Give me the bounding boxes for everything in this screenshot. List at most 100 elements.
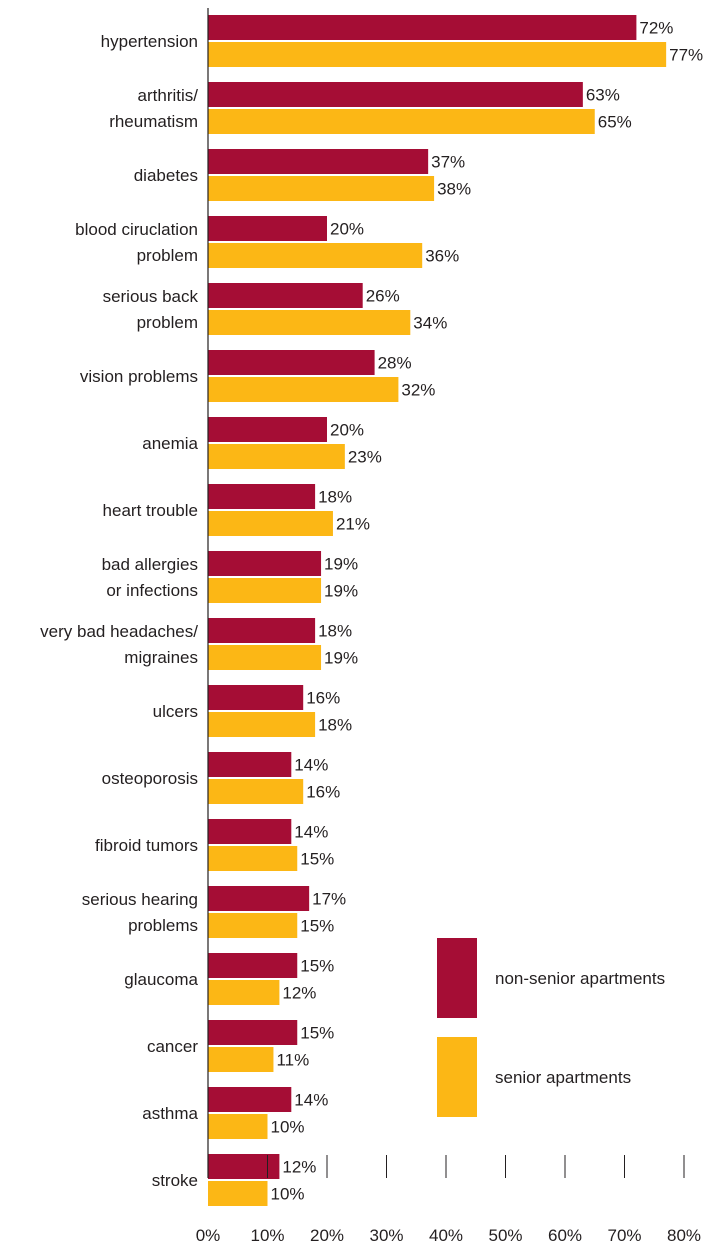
data-label: 23%: [348, 448, 382, 467]
bar-non-senior: [208, 350, 375, 375]
bar-senior: [208, 176, 435, 201]
bar-senior: [208, 645, 322, 670]
bar-non-senior: [208, 15, 637, 40]
x-tick-label: 60%: [548, 1226, 582, 1245]
bar-non-senior: [208, 953, 298, 978]
bar-senior: [208, 109, 595, 134]
data-label: 37%: [431, 153, 465, 172]
bar-senior: [208, 1181, 268, 1206]
data-label: 14%: [294, 756, 328, 775]
category-label: problem: [137, 313, 198, 332]
data-label: 18%: [318, 622, 352, 641]
bar-senior: [208, 243, 423, 268]
data-label: 12%: [282, 1158, 316, 1177]
category-label: blood ciruclation: [75, 220, 198, 239]
category-label: or infections: [106, 581, 198, 600]
category-label: cancer: [147, 1037, 198, 1056]
category-label: serious back: [103, 287, 199, 306]
category-label: diabetes: [134, 166, 198, 185]
bar-senior: [208, 779, 304, 804]
legend: non-senior apartments senior apartments: [437, 938, 665, 1117]
data-label: 15%: [300, 850, 334, 869]
data-label: 11%: [276, 1051, 309, 1070]
bar-non-senior: [208, 1087, 292, 1112]
category-label: anemia: [142, 434, 198, 453]
bar-non-senior: [208, 685, 304, 710]
data-label: 19%: [324, 555, 358, 574]
data-label: 16%: [306, 689, 340, 708]
legend-swatch: [437, 938, 477, 1018]
data-label: 18%: [318, 488, 352, 507]
category-label: vision problems: [80, 367, 198, 386]
data-label: 12%: [282, 984, 316, 1003]
data-label: 38%: [437, 180, 471, 199]
category-label: ulcers: [153, 702, 198, 721]
bar-non-senior: [208, 417, 327, 442]
data-label: 63%: [586, 86, 620, 105]
category-label: asthma: [142, 1104, 198, 1123]
data-label: 18%: [318, 716, 352, 735]
bar-senior: [208, 913, 298, 938]
legend-swatch: [437, 1037, 477, 1117]
bar-non-senior: [208, 551, 322, 576]
x-tick-label: 80%: [667, 1226, 701, 1245]
data-label: 20%: [330, 421, 364, 440]
x-tick-label: 50%: [488, 1226, 522, 1245]
bar-senior: [208, 444, 345, 469]
x-tick-label: 70%: [607, 1226, 641, 1245]
category-labels: hypertension arthritis/rheumatism diabetes…: [40, 32, 198, 1190]
x-tick-label: 10%: [250, 1226, 284, 1245]
data-label: 15%: [300, 917, 334, 936]
data-label: 19%: [324, 649, 358, 668]
bar-non-senior: [208, 752, 292, 777]
bar-senior: [208, 980, 280, 1005]
bar-senior: [208, 1114, 268, 1139]
category-label: fibroid tumors: [95, 836, 198, 855]
data-label: 15%: [300, 1024, 334, 1043]
legend-label: senior apartments: [495, 1068, 631, 1087]
data-label: 20%: [330, 220, 364, 239]
data-label: 72%: [639, 19, 673, 38]
bar-senior: [208, 42, 667, 67]
legend-label: non-senior apartments: [495, 969, 665, 988]
bar-senior: [208, 712, 316, 737]
bar-senior: [208, 511, 333, 536]
data-label: 14%: [294, 1091, 328, 1110]
category-label: problems: [128, 916, 198, 935]
category-label: very bad headaches/: [40, 622, 198, 641]
category-label: bad allergies: [102, 555, 198, 574]
data-label: 10%: [271, 1118, 305, 1137]
bar-non-senior: [208, 886, 310, 911]
data-label: 34%: [413, 314, 447, 333]
bar-senior: [208, 578, 322, 603]
data-label: 17%: [312, 890, 346, 909]
bar-senior: [208, 310, 411, 335]
data-label: 10%: [271, 1185, 305, 1204]
data-label: 21%: [336, 515, 370, 534]
bar-senior: [208, 846, 298, 871]
bar-senior: [208, 377, 399, 402]
data-label: 14%: [294, 823, 328, 842]
data-label: 36%: [425, 247, 459, 266]
x-tick-label: 30%: [369, 1226, 403, 1245]
data-label: 26%: [366, 287, 400, 306]
data-label: 32%: [401, 381, 435, 400]
bar-non-senior: [208, 283, 363, 308]
bar-senior: [208, 1047, 274, 1072]
data-label: 16%: [306, 783, 340, 802]
x-axis: 0% 10% 20% 30% 40% 50% 60% 70% 80%: [196, 8, 701, 1245]
category-label: serious hearing: [82, 890, 198, 909]
x-tick-label: 40%: [429, 1226, 463, 1245]
bar-non-senior: [208, 484, 316, 509]
category-label: heart trouble: [103, 501, 198, 520]
category-label: migraines: [124, 648, 198, 667]
category-label: rheumatism: [109, 112, 198, 131]
data-label: 28%: [378, 354, 412, 373]
bar-non-senior: [208, 82, 583, 107]
x-tick-label: 0%: [196, 1226, 221, 1245]
data-label: 65%: [598, 113, 632, 132]
bars-layer: 72% 77% 63% 65% 37% 38% 20% 36% 26% 34% 28% 32% 20% 2…: [208, 15, 703, 1206]
data-label: 15%: [300, 957, 334, 976]
